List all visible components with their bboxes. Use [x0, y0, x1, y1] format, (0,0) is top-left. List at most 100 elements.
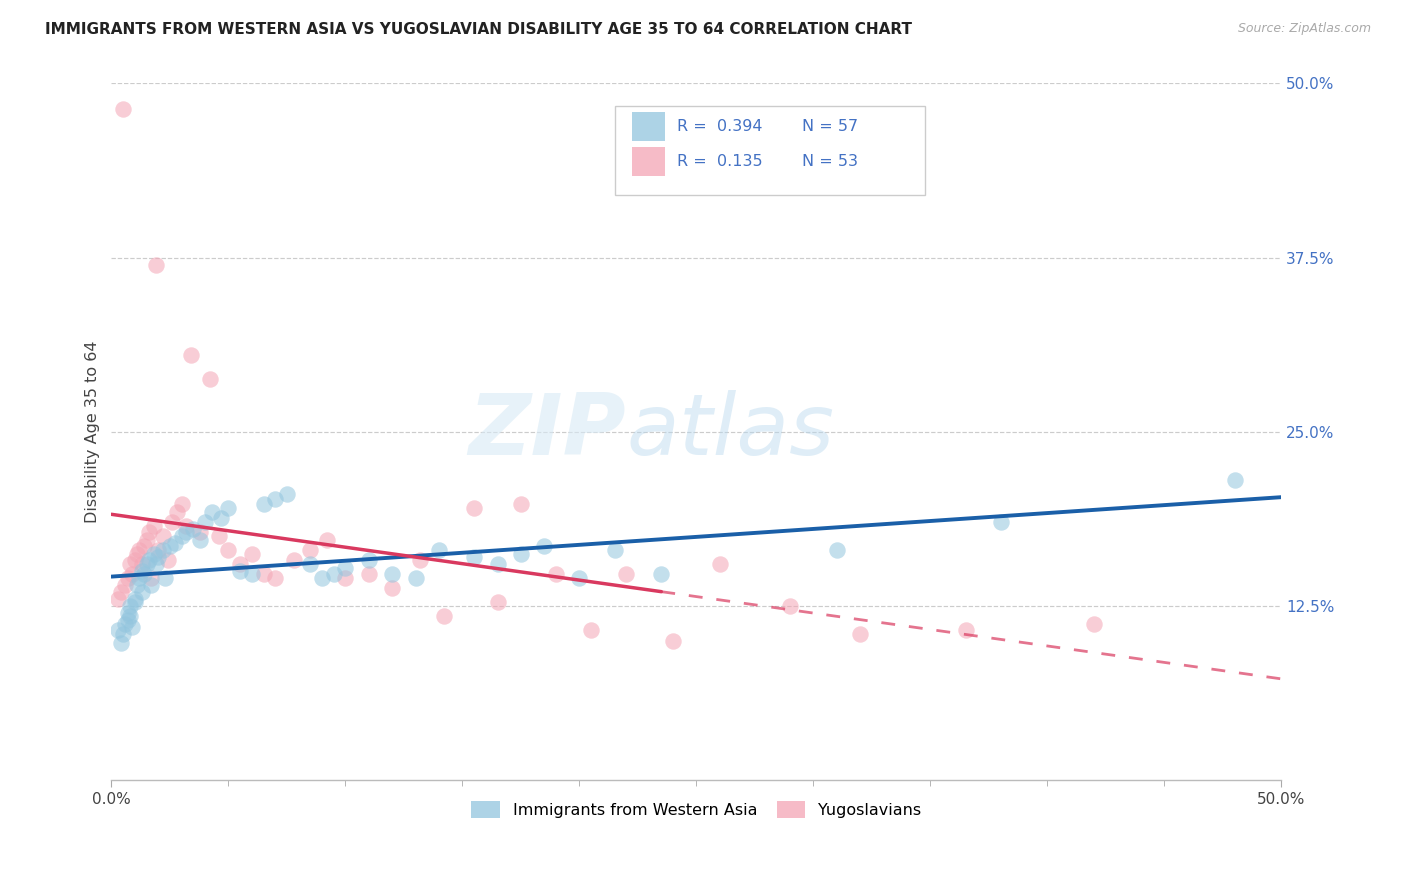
Point — [201, 506, 224, 520]
Point — [264, 571, 287, 585]
Point — [217, 501, 239, 516]
Point — [127, 547, 149, 561]
Point — [128, 571, 150, 585]
Point — [163, 536, 186, 550]
Point — [990, 515, 1012, 529]
Point — [188, 533, 211, 548]
Point — [427, 543, 450, 558]
Point — [276, 487, 298, 501]
Point — [315, 533, 337, 548]
Point — [357, 566, 380, 581]
Point — [127, 578, 149, 592]
Point — [124, 591, 146, 606]
Point — [955, 623, 977, 637]
Point — [335, 571, 357, 585]
Text: ZIP: ZIP — [468, 390, 626, 473]
Point — [486, 594, 509, 608]
Point — [131, 557, 153, 571]
Point — [174, 519, 197, 533]
Point — [217, 543, 239, 558]
Point — [135, 533, 157, 548]
Point — [142, 547, 165, 561]
Text: IMMIGRANTS FROM WESTERN ASIA VS YUGOSLAVIAN DISABILITY AGE 35 TO 64 CORRELATION : IMMIGRANTS FROM WESTERN ASIA VS YUGOSLAV… — [45, 22, 912, 37]
Text: R =  0.135: R = 0.135 — [676, 154, 762, 169]
Point — [825, 543, 848, 558]
Point — [124, 594, 146, 608]
Point — [145, 258, 167, 272]
Point — [138, 553, 160, 567]
Point — [174, 524, 197, 539]
Point — [120, 557, 142, 571]
Point — [145, 557, 167, 571]
Point — [381, 566, 404, 581]
Point — [208, 529, 231, 543]
Point — [152, 543, 174, 558]
Point — [650, 566, 672, 581]
Point — [117, 571, 139, 585]
Point — [135, 557, 157, 571]
Point — [463, 550, 485, 565]
Point — [134, 539, 156, 553]
Point — [1223, 474, 1246, 488]
Point — [229, 557, 252, 571]
Point — [779, 599, 801, 613]
Point — [264, 491, 287, 506]
Point — [579, 623, 602, 637]
Point — [141, 571, 163, 585]
Point — [134, 566, 156, 581]
Point — [252, 566, 274, 581]
FancyBboxPatch shape — [633, 147, 665, 176]
Point — [603, 543, 626, 558]
Point — [121, 620, 143, 634]
Point — [159, 539, 181, 553]
Point — [709, 557, 731, 571]
Point — [509, 547, 531, 561]
Point — [240, 547, 263, 561]
Point — [142, 519, 165, 533]
Text: Source: ZipAtlas.com: Source: ZipAtlas.com — [1237, 22, 1371, 36]
Y-axis label: Disability Age 35 to 64: Disability Age 35 to 64 — [86, 341, 100, 523]
Point — [533, 539, 555, 553]
Point — [112, 626, 135, 640]
Point — [544, 566, 567, 581]
Point — [614, 566, 637, 581]
FancyBboxPatch shape — [633, 112, 665, 141]
Point — [252, 497, 274, 511]
Point — [141, 578, 163, 592]
Point — [311, 571, 333, 585]
Point — [229, 564, 252, 578]
Point — [381, 581, 404, 595]
Point — [209, 511, 232, 525]
Point — [486, 557, 509, 571]
Point — [662, 633, 685, 648]
Point — [198, 372, 221, 386]
Point — [849, 626, 872, 640]
Point — [194, 515, 217, 529]
Point — [170, 497, 193, 511]
Point — [124, 553, 146, 567]
Point — [181, 522, 204, 536]
Point — [162, 515, 184, 529]
Text: R =  0.394: R = 0.394 — [676, 120, 762, 134]
Text: N = 53: N = 53 — [801, 154, 858, 169]
Point — [156, 553, 179, 567]
Point — [128, 543, 150, 558]
Legend: Immigrants from Western Asia, Yugoslavians: Immigrants from Western Asia, Yugoslavia… — [465, 795, 928, 824]
Point — [148, 550, 170, 565]
Point — [120, 599, 142, 613]
Point — [121, 566, 143, 581]
Point — [299, 557, 322, 571]
Point — [433, 608, 456, 623]
Point — [240, 566, 263, 581]
Text: N = 57: N = 57 — [801, 120, 858, 134]
Point — [117, 613, 139, 627]
Point — [120, 608, 142, 623]
Point — [463, 501, 485, 516]
Point — [509, 497, 531, 511]
Text: atlas: atlas — [626, 390, 834, 473]
Point — [166, 506, 188, 520]
Point — [107, 623, 129, 637]
Point — [405, 571, 427, 585]
FancyBboxPatch shape — [614, 106, 925, 194]
Point — [568, 571, 591, 585]
